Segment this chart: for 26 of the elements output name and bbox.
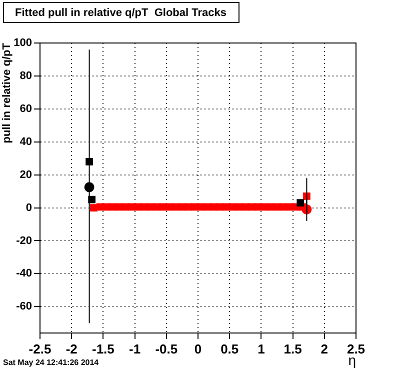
- x-tick-label: -2.5: [28, 341, 52, 356]
- x-tick-label: 0.5: [220, 341, 239, 356]
- y-tick-label: 100: [14, 37, 32, 50]
- text: Sat May 24 12:41:26 2014: [3, 358, 100, 368]
- x-tick-label: 0: [194, 341, 202, 356]
- x-tick-label: -0.5: [155, 341, 178, 356]
- x-tick-label: 1: [258, 341, 265, 356]
- y-tick-label: 40: [20, 136, 32, 148]
- point: [86, 158, 93, 166]
- point: [296, 199, 304, 207]
- y-tick-label: -60: [16, 300, 32, 313]
- x-tick-label: 1.5: [284, 341, 302, 356]
- y-tick-label: -20: [16, 234, 32, 247]
- x-tick-label: 2: [320, 341, 328, 356]
- y-tick-label: -40: [16, 268, 32, 280]
- x-tick-label: -1: [129, 341, 141, 356]
- y-tick-label: 20: [20, 168, 32, 181]
- y-axis-title: pull in relative q/pT: [1, 42, 14, 144]
- x-tick-label: -2: [66, 341, 78, 356]
- y-tick-label: 0: [26, 202, 32, 214]
- y-tick-label: 60: [20, 102, 32, 115]
- y-tick-label: 80: [20, 70, 32, 82]
- x-tick-label: 2.5: [346, 341, 366, 356]
- x-tick-label: -1.5: [92, 341, 114, 356]
- chart-title: Fitted pull in relative q/pT Global Tracks: [15, 7, 226, 20]
- point: [90, 204, 98, 212]
